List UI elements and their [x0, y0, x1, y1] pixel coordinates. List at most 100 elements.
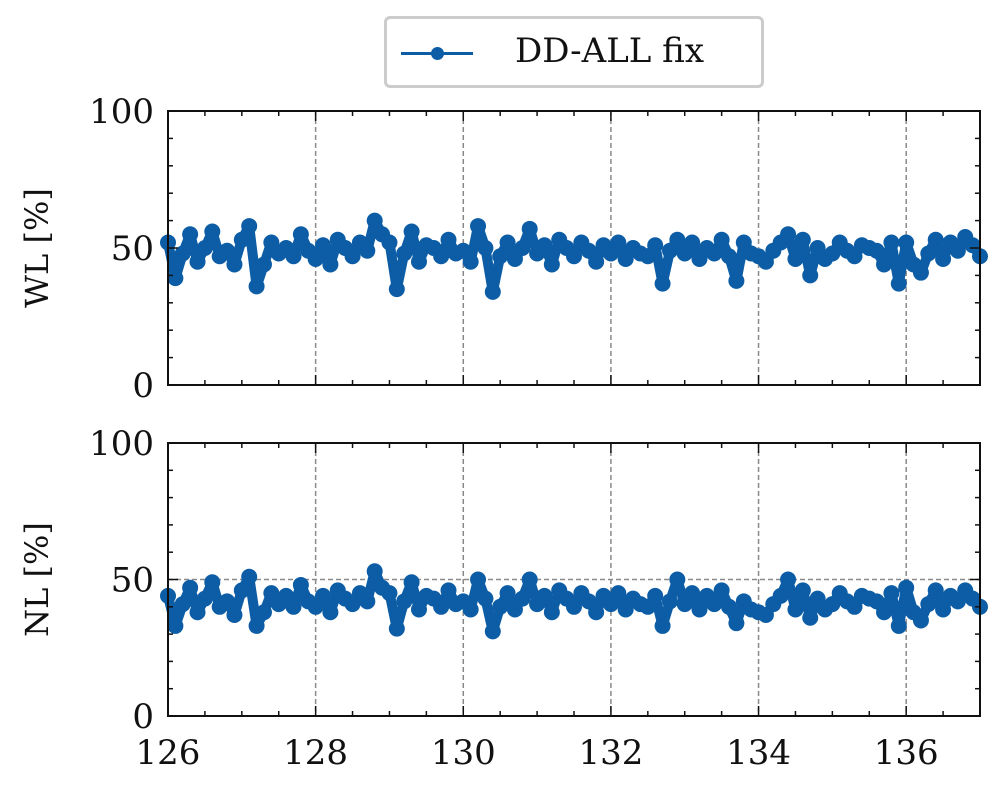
- data-point: [654, 617, 671, 634]
- x-tick-label: 128: [283, 733, 348, 773]
- data-point: [381, 585, 398, 602]
- data-point: [167, 270, 184, 287]
- legend-label: DD-ALL fix: [515, 31, 705, 71]
- data-point: [410, 253, 427, 270]
- data-point: [780, 571, 797, 588]
- data-point: [566, 248, 582, 265]
- data-point: [610, 234, 627, 251]
- data-point: [543, 256, 560, 273]
- data-point: [920, 245, 937, 262]
- data-point: [780, 226, 797, 243]
- data-point: [721, 598, 738, 615]
- data-point: [876, 256, 893, 273]
- data-point: [499, 585, 516, 602]
- nl-panel: 0 50 100 126 128 130 132 134 136 NL [%]: [18, 424, 988, 773]
- data-point: [484, 283, 501, 300]
- data-point: [440, 231, 457, 248]
- y-tick-label: 100: [89, 424, 154, 464]
- data-point: [588, 253, 605, 270]
- data-point: [433, 598, 450, 615]
- y-tick-label: 50: [111, 561, 154, 601]
- data-point: [366, 563, 383, 580]
- data-point: [713, 582, 730, 599]
- data-point: [492, 598, 509, 615]
- data-point: [204, 574, 221, 591]
- data-point: [462, 253, 479, 270]
- data-point: [410, 601, 427, 618]
- data-point: [255, 256, 272, 273]
- data-point: [728, 615, 745, 632]
- data-point: [794, 231, 811, 248]
- data-point: [403, 223, 420, 240]
- data-point: [196, 240, 213, 256]
- data-point: [344, 248, 361, 265]
- y-tick-label: 0: [132, 697, 154, 737]
- data-point: [514, 590, 531, 607]
- x-tick-label: 126: [136, 733, 201, 773]
- data-point: [219, 593, 236, 610]
- data-point: [566, 598, 582, 615]
- y-tick-label: 50: [111, 229, 154, 269]
- legend: DD-ALL fix: [384, 16, 764, 88]
- data-point: [691, 601, 708, 618]
- data-point: [292, 226, 309, 243]
- data-point: [492, 248, 509, 265]
- data-point: [684, 234, 701, 251]
- data-point: [396, 245, 413, 262]
- data-point: [255, 604, 272, 621]
- data-point: [285, 248, 302, 265]
- data-point: [706, 596, 723, 613]
- legend-dot-marker: [431, 47, 444, 60]
- data-point: [521, 220, 538, 237]
- data-point: [233, 231, 250, 248]
- data-point: [898, 234, 915, 251]
- data-point: [588, 604, 605, 621]
- data-point: [713, 231, 730, 248]
- data-point: [927, 231, 944, 248]
- data-point: [477, 590, 494, 607]
- data-point: [935, 250, 952, 267]
- y-axis-label: NL [%]: [18, 522, 56, 637]
- data-point: [802, 609, 819, 626]
- data-point: [927, 582, 944, 599]
- data-point: [912, 264, 929, 281]
- x-tick-label: 132: [578, 733, 643, 773]
- data-point: [935, 601, 952, 618]
- data-point: [647, 237, 664, 254]
- data-point: [196, 590, 213, 607]
- x-tick-label: 134: [726, 733, 791, 773]
- data-point: [787, 601, 804, 618]
- data-point: [315, 237, 332, 254]
- data-point: [728, 272, 745, 289]
- data-point: [204, 223, 221, 240]
- data-point: [706, 245, 723, 262]
- data-point: [949, 242, 966, 259]
- data-point: [890, 617, 907, 634]
- data-point: [802, 267, 819, 284]
- data-point: [462, 601, 479, 618]
- data-point: [248, 617, 265, 634]
- x-tick-label: 130: [431, 733, 496, 773]
- data-point: [366, 212, 383, 229]
- data-point: [499, 234, 516, 251]
- data-point: [403, 574, 420, 591]
- data-point: [388, 620, 405, 637]
- data-point: [794, 582, 811, 599]
- data-point: [226, 256, 243, 273]
- data-point: [359, 593, 376, 610]
- y-tick-label: 100: [89, 92, 154, 132]
- data-point: [322, 604, 339, 621]
- y-tick-label: 0: [132, 366, 154, 406]
- data-point: [536, 587, 553, 604]
- data-point: [543, 604, 560, 621]
- data-point: [647, 587, 664, 604]
- data-point: [440, 582, 457, 599]
- data-point: [381, 234, 398, 251]
- data-point: [248, 278, 265, 295]
- data-point: [669, 231, 686, 248]
- data-point: [610, 585, 627, 602]
- data-point: [322, 256, 339, 273]
- data-point: [233, 582, 250, 599]
- data-point: [669, 571, 686, 588]
